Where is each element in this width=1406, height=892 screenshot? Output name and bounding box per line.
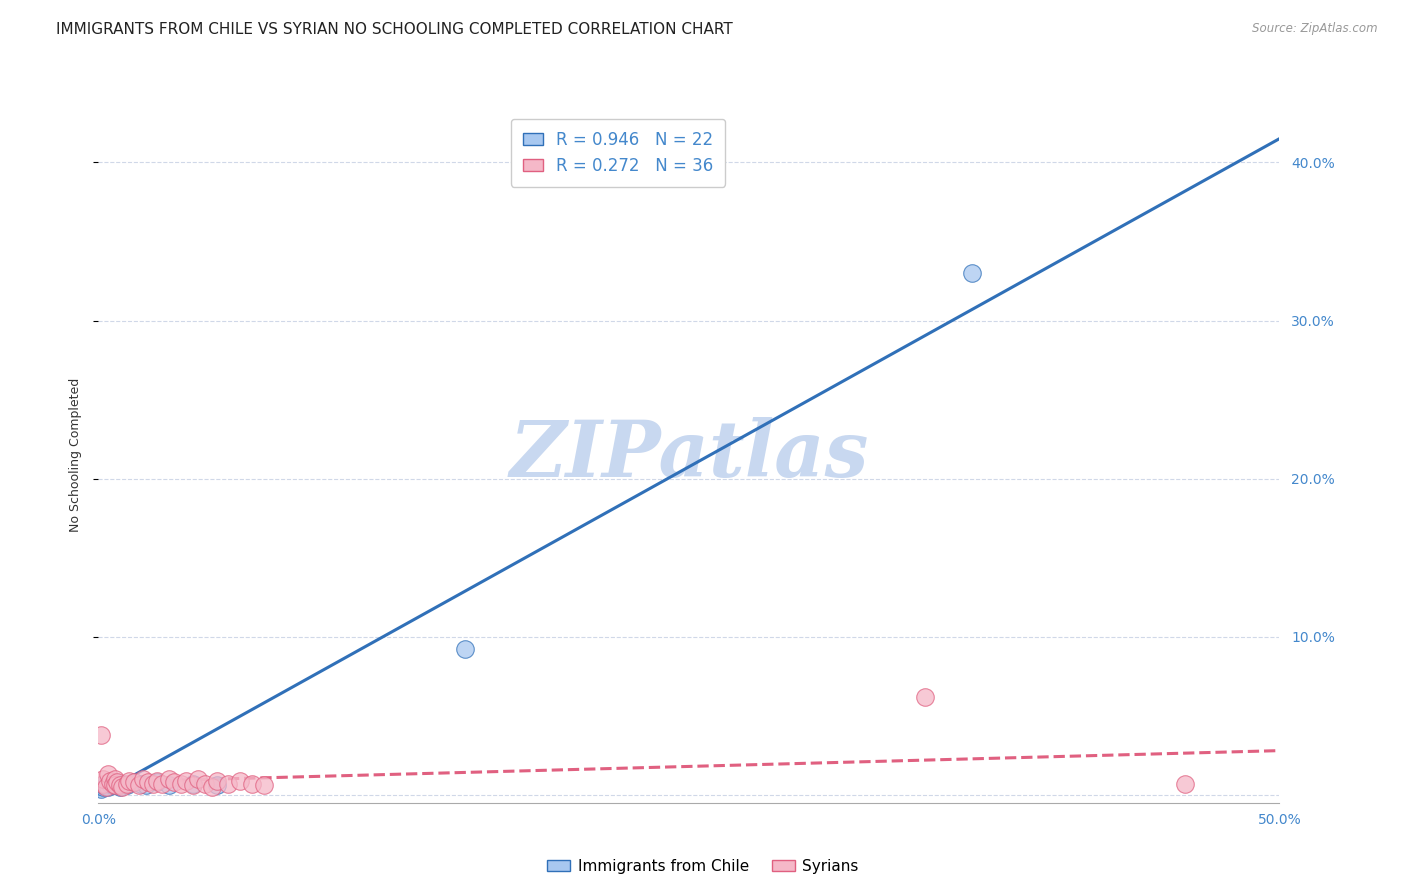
Point xyxy=(136,775,159,789)
Point xyxy=(201,780,224,794)
Point xyxy=(108,780,131,794)
Point xyxy=(97,780,120,794)
Point xyxy=(128,778,150,792)
Point xyxy=(217,777,239,791)
Point xyxy=(205,778,228,792)
Point xyxy=(91,777,114,791)
Point xyxy=(962,266,984,280)
Point xyxy=(115,778,138,792)
Point xyxy=(91,772,114,786)
Point xyxy=(132,772,155,786)
Point xyxy=(181,777,204,791)
Point xyxy=(94,778,117,792)
Point xyxy=(122,775,145,789)
Point xyxy=(187,772,209,786)
Point xyxy=(91,778,114,792)
Point xyxy=(111,780,134,794)
Point xyxy=(108,778,131,792)
Point xyxy=(194,777,217,791)
Point xyxy=(91,780,114,794)
Point xyxy=(104,778,127,792)
Point xyxy=(122,775,145,789)
Point xyxy=(90,728,112,742)
Point xyxy=(98,777,121,791)
Point xyxy=(118,773,141,788)
Point xyxy=(240,777,263,791)
Point xyxy=(111,777,134,791)
Point xyxy=(163,775,186,789)
Point xyxy=(146,773,169,788)
Text: Source: ZipAtlas.com: Source: ZipAtlas.com xyxy=(1253,22,1378,36)
Point xyxy=(105,778,128,792)
Point xyxy=(150,777,173,791)
Point xyxy=(229,773,252,788)
Point xyxy=(453,642,475,657)
Legend: Immigrants from Chile, Syrians: Immigrants from Chile, Syrians xyxy=(541,853,865,880)
Point xyxy=(94,780,117,794)
Point xyxy=(142,777,165,791)
Text: ZIPatlas: ZIPatlas xyxy=(509,417,869,493)
Point xyxy=(101,777,124,791)
Y-axis label: No Schooling Completed: No Schooling Completed xyxy=(69,378,83,532)
Point xyxy=(129,777,152,791)
Point xyxy=(101,778,124,792)
Text: IMMIGRANTS FROM CHILE VS SYRIAN NO SCHOOLING COMPLETED CORRELATION CHART: IMMIGRANTS FROM CHILE VS SYRIAN NO SCHOO… xyxy=(56,22,733,37)
Legend: R = 0.946   N = 22, R = 0.272   N = 36: R = 0.946 N = 22, R = 0.272 N = 36 xyxy=(512,119,725,186)
Point xyxy=(135,778,157,792)
Point xyxy=(170,777,193,791)
Point xyxy=(157,778,180,792)
Point xyxy=(1174,777,1197,791)
Point xyxy=(914,690,936,704)
Point xyxy=(94,777,117,791)
Point xyxy=(115,777,138,791)
Point xyxy=(253,778,276,792)
Point xyxy=(98,773,121,788)
Point xyxy=(146,775,169,789)
Point xyxy=(97,767,120,781)
Point xyxy=(105,775,128,789)
Point xyxy=(181,778,204,792)
Point xyxy=(104,775,127,789)
Point xyxy=(104,772,127,786)
Point xyxy=(174,773,197,788)
Point xyxy=(90,781,112,796)
Point xyxy=(157,772,180,786)
Point xyxy=(205,773,228,788)
